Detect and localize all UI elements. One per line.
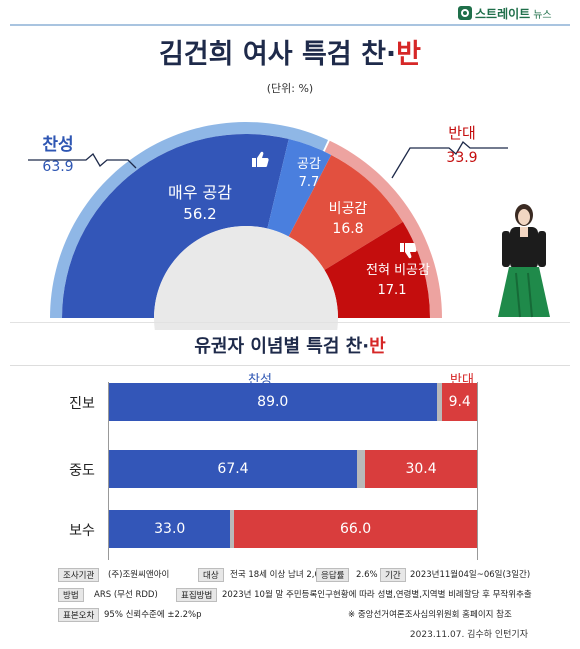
footer-sampling: 2023년 10월 말 주민등록인구현황에 따라 성별,연령별,지역별 비례할당… <box>222 590 532 600</box>
bar-row: 33.0 66.0 <box>109 510 477 548</box>
footer-rate: 2.6% <box>356 570 378 580</box>
bar-chart-title: 유권자 이념별 특검 찬·반 <box>194 336 386 357</box>
brand-logo: 스트레이트 뉴스 <box>458 4 552 22</box>
con-total: 33.9 <box>446 150 477 166</box>
pro-outer-ring <box>50 121 329 318</box>
bar-pro <box>109 450 358 488</box>
byline: 2023.11.07. 김수하 인턴기자 <box>409 630 528 640</box>
footer-key-period: 기간 <box>380 568 406 582</box>
bar-row: 89.0 9.4 <box>109 383 477 421</box>
segment-agree <box>267 139 332 237</box>
footer-target: 전국 18세 이상 남녀 2,000명 <box>230 570 339 580</box>
footer-key-sampling: 표집방법 <box>176 588 218 602</box>
section-divider <box>10 322 570 323</box>
seg-value-disagree: 16.8 <box>332 221 363 237</box>
pro-total: 63.9 <box>42 159 73 175</box>
person-photo <box>498 204 550 318</box>
footer-key-method: 방법 <box>58 588 84 602</box>
footer-key-error: 표본오차 <box>58 608 100 622</box>
bar-con-value: 66.0 <box>339 521 372 537</box>
bar-con <box>234 510 477 548</box>
axis-left <box>108 382 109 560</box>
pro-label: 찬성 <box>42 135 73 155</box>
footer-error: 95% 신뢰수준에 ±2.2%p <box>104 610 202 620</box>
seg-label-agree: 공감 <box>297 157 321 172</box>
bar-pro <box>109 510 231 548</box>
chart-title: 김건희 여사 특검 찬·반 <box>158 39 422 70</box>
con-callout-line <box>391 140 508 179</box>
footer-key-rate: 응답률 <box>316 568 350 582</box>
footer-key-target: 대상 <box>198 568 224 582</box>
seg-label-strongly-disagree: 전혀 비공감 <box>366 263 430 278</box>
gauge-chart: 찬성 63.9 반대 33.9 매우 공감 56.2 공감 7.7 비공감 16… <box>28 121 508 330</box>
bar-neutral <box>357 450 366 488</box>
seg-value-very-agree: 56.2 <box>183 205 216 223</box>
footer-method: ARS (무선 RDD) <box>94 590 158 600</box>
pro-callout-line <box>28 152 137 169</box>
axis-right <box>477 382 478 560</box>
segment-disagree <box>288 154 403 270</box>
bar-label-2: 보수 <box>69 523 95 539</box>
bar-con-value: 9.4 <box>448 394 471 410</box>
bar-row: 67.4 30.4 <box>109 450 477 488</box>
logo-icon <box>458 6 472 20</box>
thumbs-up-icon <box>252 151 269 167</box>
seg-value-strongly-disagree: 17.1 <box>378 283 407 298</box>
brand-suffix: 뉴스 <box>533 9 552 21</box>
unit-label: (단위: %) <box>266 82 314 95</box>
bar-neutral <box>230 510 235 548</box>
bar-label-0: 진보 <box>69 396 95 412</box>
bar-pro-value: 89.0 <box>257 394 289 410</box>
thumbs-down-icon <box>400 243 417 259</box>
gauge-center <box>154 226 338 330</box>
bar-con <box>442 383 477 421</box>
header-divider <box>10 24 570 26</box>
bar-con-value: 30.4 <box>405 461 437 477</box>
seg-label-disagree: 비공감 <box>329 201 368 217</box>
footer-note: ※ 중앙선거여론조사심의위원회 홈페이지 참조 <box>348 610 512 620</box>
footer-key-agency: 조사기관 <box>58 568 100 582</box>
seg-label-very-agree: 매우 공감 <box>168 183 232 202</box>
bar-title-divider <box>10 365 570 366</box>
bar-label-1: 중도 <box>69 463 95 479</box>
footer-agency: (주)조원씨앤아이 <box>108 570 170 580</box>
segment-very-agree <box>62 134 289 318</box>
bar-pro <box>109 383 437 421</box>
footer-period: 2023년11월04일~06일(3일간) <box>410 570 531 580</box>
brand-name: 스트레이트 <box>475 6 531 21</box>
con-outer-ring <box>324 140 442 318</box>
bar-pro-value: 67.4 <box>217 461 249 477</box>
bar-con <box>365 450 477 488</box>
con-label: 반대 <box>448 124 476 142</box>
bar-pro-value: 33.0 <box>154 521 186 537</box>
seg-value-agree: 7.7 <box>299 175 320 190</box>
bar-neutral <box>436 383 443 421</box>
